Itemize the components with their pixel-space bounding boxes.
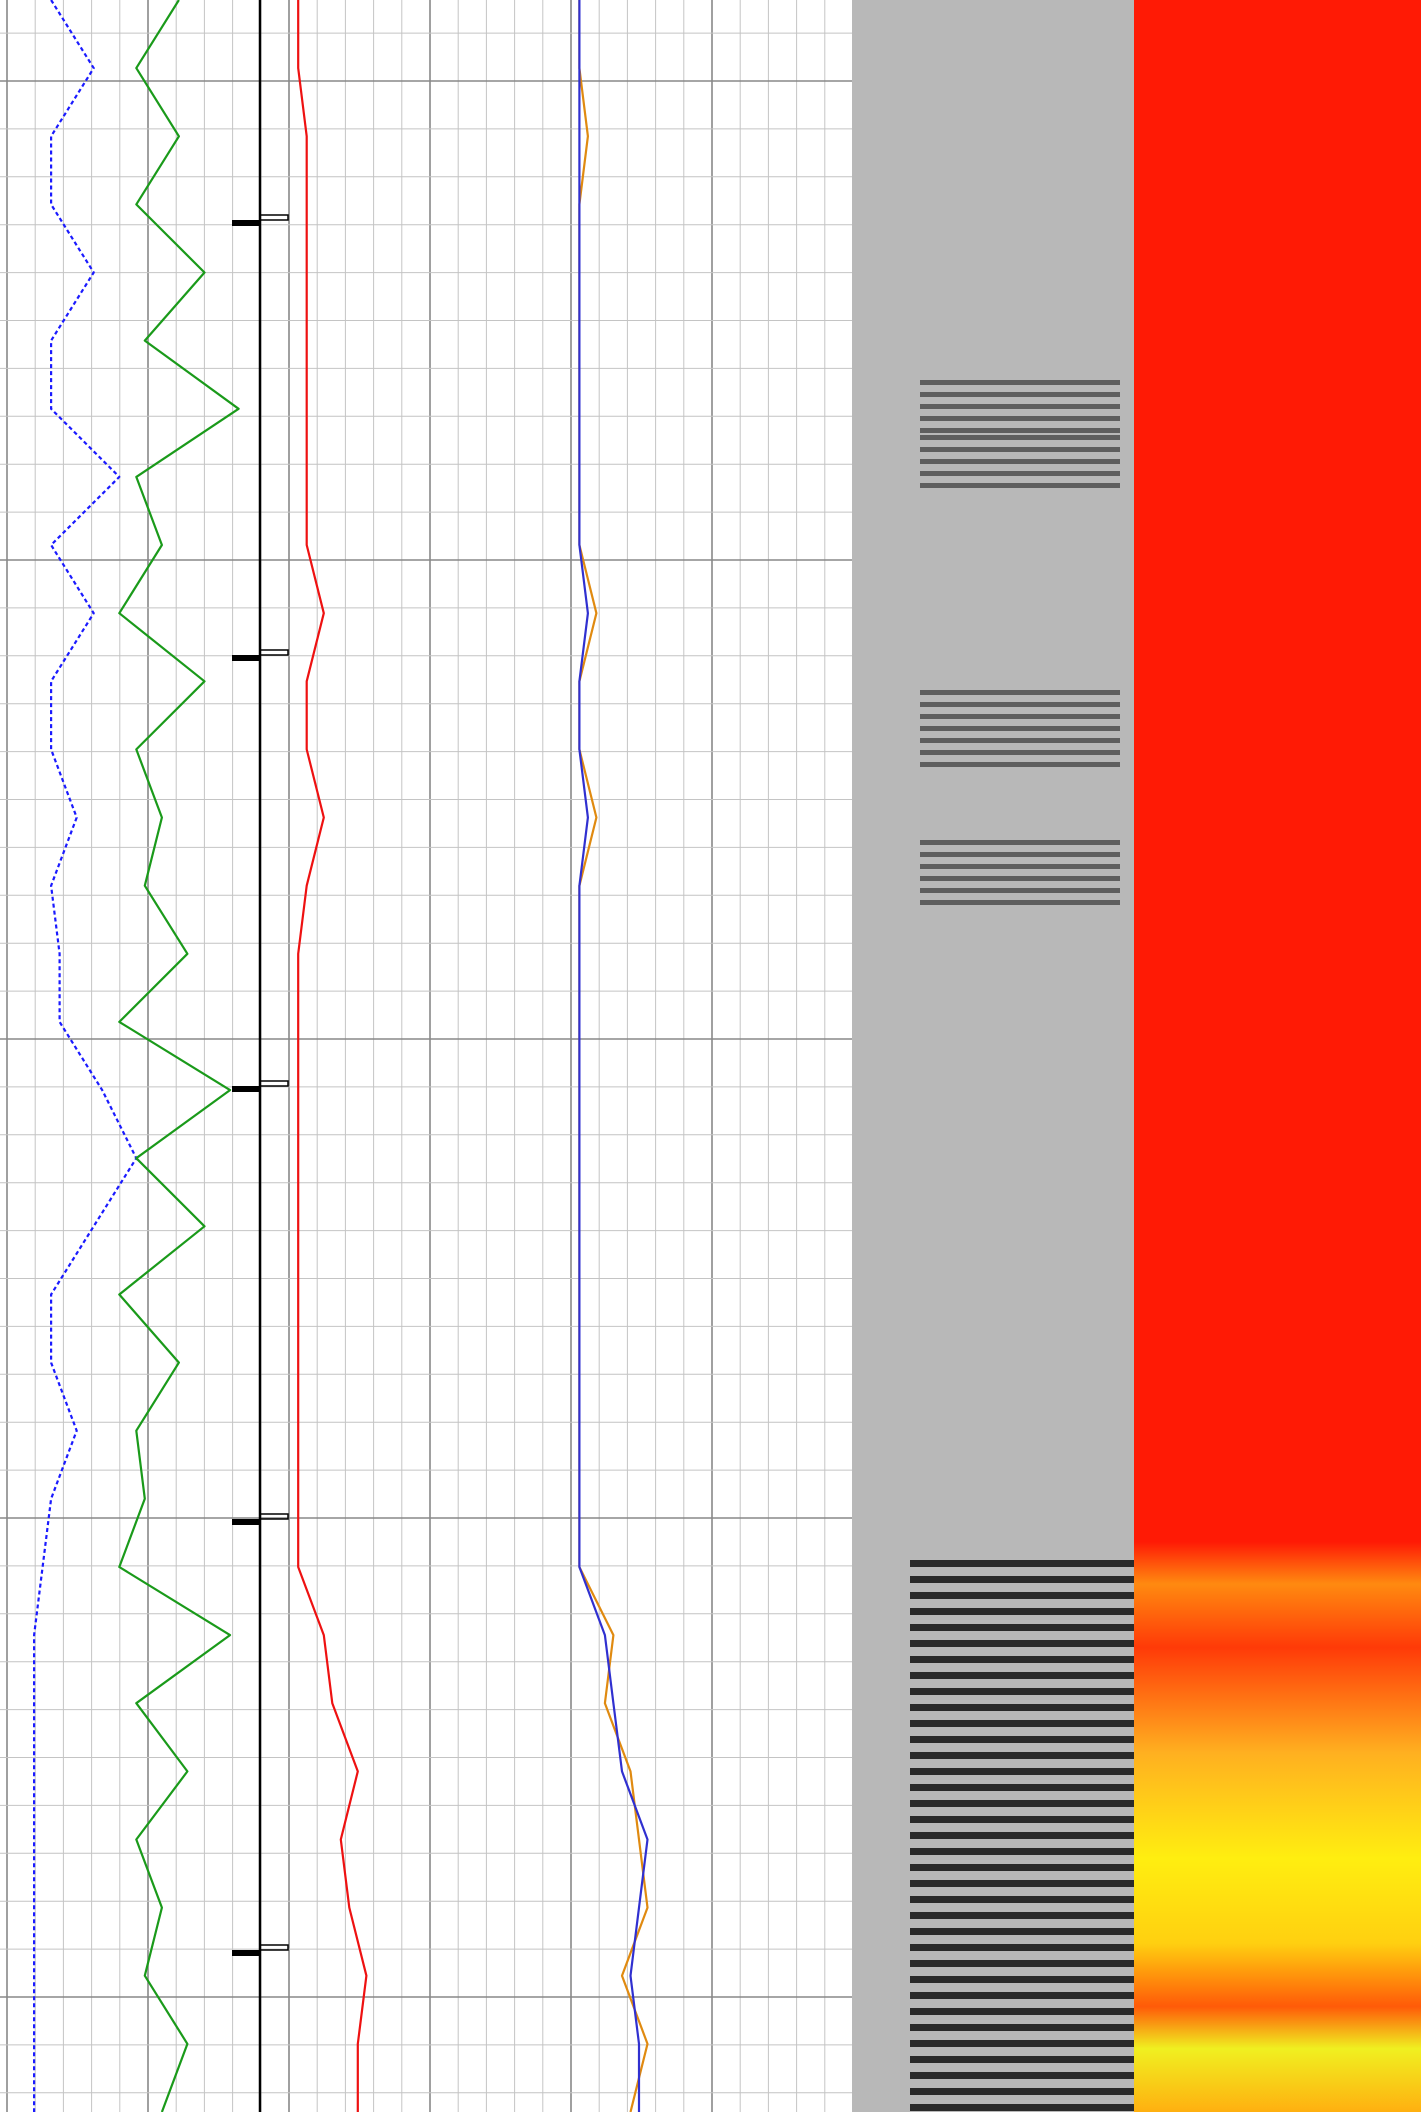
image-stripe xyxy=(910,1784,1134,1791)
image-stripe xyxy=(910,1800,1134,1807)
image-stripe xyxy=(910,1608,1134,1615)
image-stripe xyxy=(910,2088,1134,2095)
image-stripe xyxy=(920,471,1120,476)
image-stripe xyxy=(920,738,1120,743)
depth-marker xyxy=(232,1519,260,1525)
image-stripe xyxy=(910,1720,1134,1727)
log-curve xyxy=(578,0,649,2112)
log-curve xyxy=(118,0,240,2112)
image-stripe xyxy=(910,1896,1134,1903)
image-stripe xyxy=(920,404,1120,409)
image-stripe xyxy=(920,690,1120,695)
image-stripe xyxy=(910,2024,1134,2031)
image-texture xyxy=(910,380,1134,2111)
image-stripe xyxy=(920,762,1120,767)
image-panel xyxy=(852,0,1134,2112)
image-stripe xyxy=(910,1992,1134,1999)
image-stripe xyxy=(920,876,1120,881)
image-stripe xyxy=(920,447,1120,452)
image-stripe xyxy=(910,1576,1134,1583)
image-stripe xyxy=(910,1640,1134,1647)
depth-marker xyxy=(232,1086,260,1092)
image-stripe xyxy=(910,2040,1134,2047)
log-curve xyxy=(297,0,368,2112)
image-stripe xyxy=(910,1560,1134,1567)
image-stripe xyxy=(910,2104,1134,2111)
image-stripe xyxy=(920,714,1120,719)
image-stripe xyxy=(910,1864,1134,1871)
depth-marker xyxy=(232,655,260,661)
image-stripe xyxy=(910,1912,1134,1919)
image-stripe xyxy=(920,416,1120,421)
image-stripe xyxy=(910,1656,1134,1663)
image-stripe xyxy=(910,1928,1134,1935)
image-stripe xyxy=(910,1704,1134,1711)
image-stripe xyxy=(910,1960,1134,1967)
image-stripe xyxy=(910,1768,1134,1775)
image-stripe xyxy=(910,1688,1134,1695)
image-stripe xyxy=(910,2056,1134,2063)
color-map-panel xyxy=(1134,0,1421,2112)
image-stripe xyxy=(920,888,1120,893)
image-stripe xyxy=(920,840,1120,845)
image-stripe xyxy=(910,1816,1134,1823)
image-stripe xyxy=(920,435,1120,440)
image-stripe xyxy=(910,1848,1134,1855)
image-stripe xyxy=(910,1752,1134,1759)
image-stripe xyxy=(910,1592,1134,1599)
grid-panel xyxy=(0,0,852,2112)
image-stripe xyxy=(920,900,1120,905)
image-stripe xyxy=(920,380,1120,385)
depth-marker xyxy=(232,220,260,226)
image-stripe xyxy=(920,392,1120,397)
curves xyxy=(33,0,649,2112)
image-stripe xyxy=(910,2008,1134,2015)
image-stripe xyxy=(910,1624,1134,1631)
image-stripe xyxy=(910,1832,1134,1839)
image-stripe xyxy=(920,428,1120,433)
image-stripe xyxy=(920,459,1120,464)
image-stripe xyxy=(920,750,1120,755)
depth-marker xyxy=(232,1950,260,1956)
image-stripe xyxy=(910,1944,1134,1951)
image-stripe xyxy=(910,1736,1134,1743)
image-stripe xyxy=(910,1976,1134,1983)
image-stripe xyxy=(920,864,1120,869)
log-curve xyxy=(33,0,138,2112)
image-stripe xyxy=(920,726,1120,731)
image-stripe xyxy=(920,702,1120,707)
image-stripe xyxy=(920,483,1120,488)
image-stripe xyxy=(910,1880,1134,1887)
image-stripe xyxy=(910,1672,1134,1679)
image-stripe xyxy=(920,852,1120,857)
image-stripe xyxy=(910,2072,1134,2079)
